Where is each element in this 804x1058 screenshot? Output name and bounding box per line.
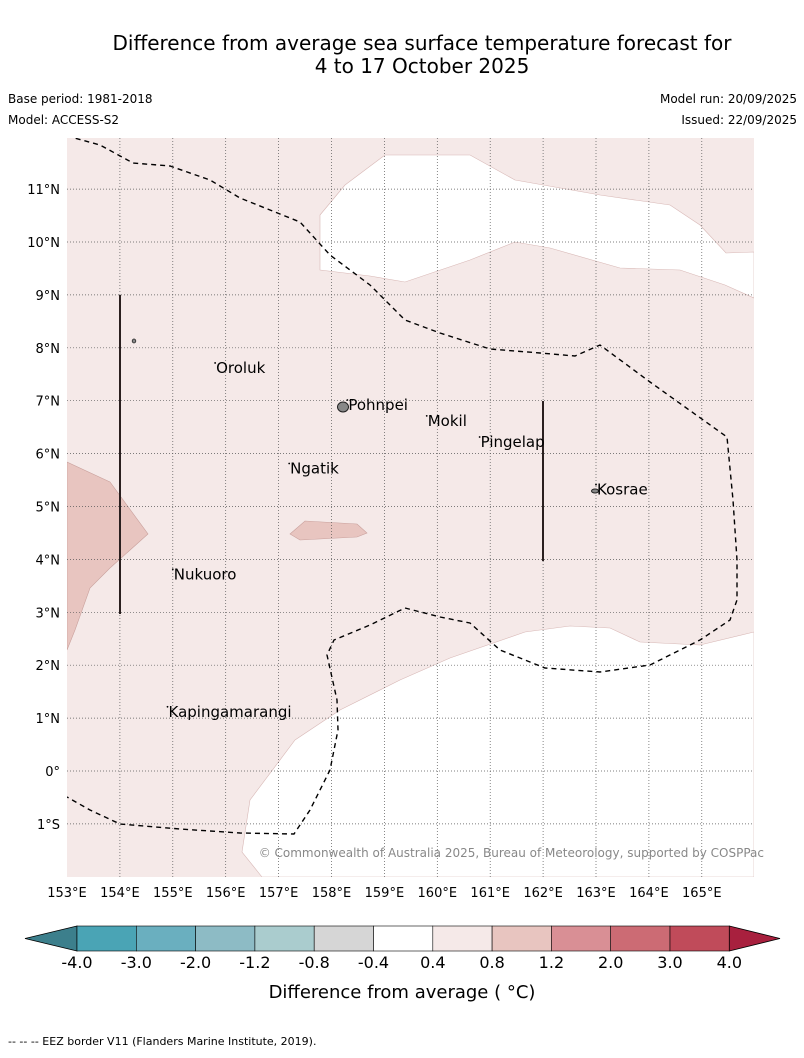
latitude-label: 9°N <box>36 289 61 304</box>
longitude-label: 157°E <box>259 886 299 901</box>
place-label: Kosrae <box>597 481 648 499</box>
place-marker <box>346 399 349 401</box>
longitude-label: 165°E <box>682 886 722 901</box>
place-labels: Oroluk Pohnpei Mokil Pingelap Ngatik Kosrae Nu… <box>166 359 648 721</box>
longitude-label: 159°E <box>365 886 405 901</box>
latitude-label: 1°N <box>36 712 61 727</box>
longitude-label: 162°E <box>523 886 563 901</box>
colorbar-segment <box>136 925 196 952</box>
colorbar-extend-high <box>728 925 781 952</box>
latitude-label: 0° <box>45 765 60 780</box>
longitude-label: 163°E <box>576 886 616 901</box>
model-run: Model run: 20/09/2025 <box>659 92 797 106</box>
issued-date: Issued: 22/09/2025 <box>681 113 797 127</box>
place-label: Pohnpei <box>348 396 408 414</box>
map-title: Difference from average sea surface temp… <box>60 32 784 78</box>
colorbar-segment <box>491 925 552 952</box>
place-label: Kapingamarangi <box>169 703 292 721</box>
colorbar-segment <box>432 925 493 952</box>
atoll-shape <box>131 338 137 344</box>
longitude-label: 156°E <box>206 886 246 901</box>
colorbar-tick-label: -2.0 <box>180 953 211 972</box>
colorbar-segment <box>551 925 612 952</box>
longitude-label: 153°E <box>47 886 87 901</box>
base-period: Base period: 1981-2018 <box>8 92 153 106</box>
pohnpei-island-shape <box>337 401 349 413</box>
colorbar-segment <box>76 925 137 952</box>
anomaly-area-0.8-1.2-west <box>67 461 149 651</box>
place-marker <box>425 414 428 417</box>
latitude-label: 5°N <box>36 501 61 516</box>
title-line-2: 4 to 17 October 2025 <box>314 54 530 78</box>
longitude-label: 154°E <box>100 886 140 901</box>
colorbar-tick-label: 0.4 <box>420 953 445 972</box>
near-normal-area-north <box>319 154 754 299</box>
eez-footnote: -- -- -- EEZ border V11 (Flanders Marine… <box>8 1035 317 1048</box>
kosrae-island-shape <box>591 488 599 494</box>
colorbar-tick-label: 3.0 <box>657 953 682 972</box>
copyright-notice: © Commonwealth of Australia 2025, Bureau… <box>259 846 764 860</box>
place-marker <box>478 436 481 438</box>
near-normal-area-south <box>241 625 754 877</box>
latitude-label: 10°N <box>27 236 60 251</box>
colorbar-segment <box>254 925 315 952</box>
eez-border-line <box>67 138 738 835</box>
place-label: Mokil <box>428 412 467 430</box>
place-marker <box>288 462 291 465</box>
colorbar-segment <box>610 925 671 952</box>
colorbar-tick-labels: -4.0 -3.0 -2.0 -1.2 -0.8 -0.4 0.4 0.8 1.2 2.0 3.0 4… <box>61 953 742 972</box>
colorbar-tick-label: 1.2 <box>539 953 564 972</box>
anomaly-area-0.8-1.2-central <box>289 520 368 541</box>
title-line-1: Difference from average sea surface temp… <box>112 31 732 55</box>
colorbar-segment <box>195 925 256 952</box>
place-marker <box>214 362 217 364</box>
latitude-label: 7°N <box>36 395 61 410</box>
latitude-label: 6°N <box>36 448 61 463</box>
graticule <box>67 138 754 877</box>
colorbar-tick-label: 4.0 <box>717 953 742 972</box>
latitude-label: 8°N <box>36 342 61 357</box>
latitude-labels: 11°N 10°N 9°N 8°N 7°N 6°N 5°N 4°N 3°N 2°N 1°N 0° 1°S <box>27 183 60 833</box>
colorbar-tick-label: -3.0 <box>121 953 152 972</box>
longitude-labels: 153°E 154°E 155°E 156°E 157°E 158°E 159°E 160°E… <box>47 886 721 901</box>
place-marker <box>166 705 169 708</box>
latitude-label: 4°N <box>36 553 61 568</box>
colorbar-tick-label: -4.0 <box>61 953 92 972</box>
model-name: Model: ACCESS-S2 <box>8 113 120 127</box>
colorbar-tick-label: -1.2 <box>239 953 270 972</box>
longitude-label: 160°E <box>418 886 458 901</box>
place-marker <box>595 483 597 486</box>
colorbar-tick-label: 2.0 <box>598 953 623 972</box>
colorbar-extend-low <box>24 925 78 952</box>
longitude-label: 155°E <box>153 886 193 901</box>
colorbar-tick-label: -0.4 <box>358 953 389 972</box>
eez-border <box>67 138 738 835</box>
longitude-label: 158°E <box>312 886 352 901</box>
place-label: Nukuoro <box>174 565 237 583</box>
place-marker <box>171 568 174 571</box>
colorbar-segment <box>313 925 374 952</box>
longitude-label: 161°E <box>470 886 510 901</box>
place-label: Pingelap <box>481 433 545 451</box>
latitude-label: 1°S <box>37 818 60 833</box>
colorbar-tick-label: -0.8 <box>299 953 330 972</box>
colorbar-label: Difference from average ( °C) <box>269 982 536 1003</box>
colorbar-segment <box>669 925 730 952</box>
colorbar-segment <box>373 925 434 952</box>
place-label: Ngatik <box>290 459 339 477</box>
place-label: Oroluk <box>216 359 265 377</box>
latitude-label: 11°N <box>27 183 60 198</box>
latitude-label: 3°N <box>36 606 61 621</box>
latitude-label: 2°N <box>36 659 61 674</box>
colorbar-tick-label: 0.8 <box>479 953 504 972</box>
longitude-label: 164°E <box>629 886 669 901</box>
colorbar <box>24 925 781 952</box>
